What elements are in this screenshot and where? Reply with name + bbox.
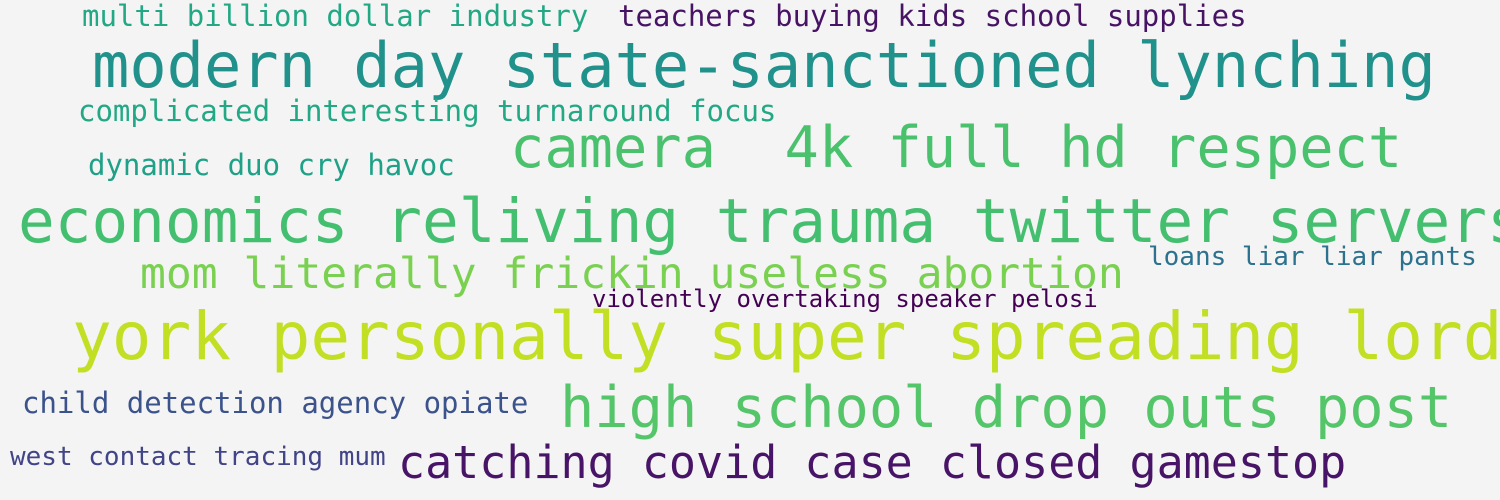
phrase-york-personally-super-spreading-lord: york personally super spreading lord	[72, 298, 1500, 375]
phrase-teachers-buying-kids-school-supplies: teachers buying kids school supplies	[618, 0, 1247, 33]
phrase-multi-billion-dollar-industry: multi billion dollar industry	[82, 0, 589, 33]
phrase-violently-overtaking-speaker-pelosi: violently overtaking speaker pelosi	[592, 285, 1098, 313]
phrase-complicated-interesting-turnaround-focus: complicated interesting turnaround focus	[78, 94, 777, 128]
phrase-mom-literally-frickin-useless-abortion: mom literally frickin useless abortion	[140, 249, 1124, 299]
phrase-camera-4k-full-hd-respect: camera 4k full hd respect	[510, 115, 1403, 181]
phrase-dynamic-duo-cry-havoc: dynamic duo cry havoc	[88, 148, 455, 182]
phrase-modern-day-state-sanctioned-lynching: modern day state-sanctioned lynching	[92, 29, 1436, 102]
phrase-high-school-drop-outs-post: high school drop outs post	[560, 375, 1453, 441]
phrase-child-detection-agency-opiate: child detection agency opiate	[22, 386, 529, 420]
phrase-west-contact-tracing-mum: west contact tracing mum	[10, 442, 386, 472]
phrase-catching-covid-case-closed-gamestop: catching covid case closed gamestop	[398, 436, 1347, 489]
phrase-economics-reliving-trauma-twitter-servers: economics reliving trauma twitter server…	[18, 186, 1500, 257]
phrase-loans-liar-liar-pants: loans liar liar pants	[1148, 242, 1477, 272]
